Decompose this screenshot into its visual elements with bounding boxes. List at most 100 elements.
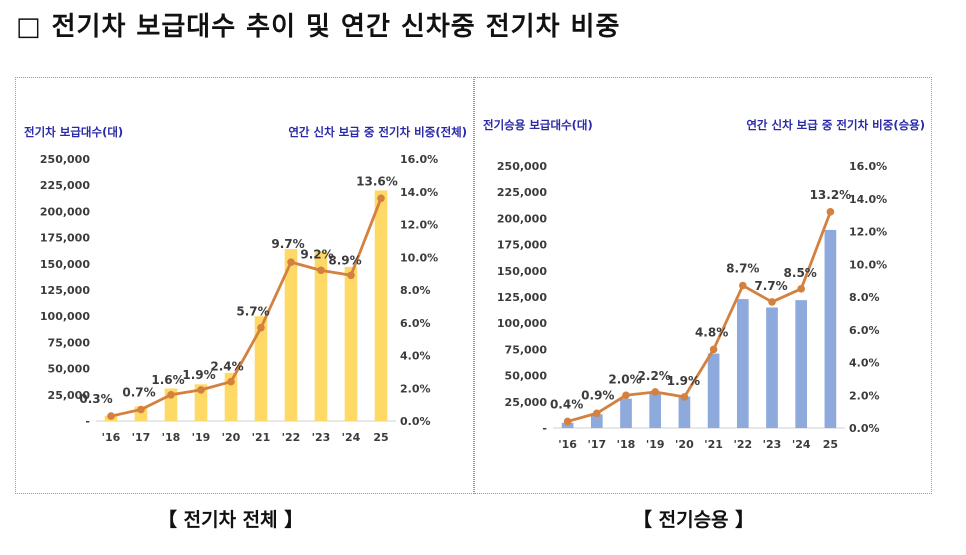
total-share-label: 13.6% <box>356 174 398 188</box>
passenger-bar <box>766 307 778 428</box>
passenger-right-tick: 6.0% <box>849 324 880 337</box>
passenger-left-tick: 100,000 <box>497 317 547 330</box>
total-x-tick: 25 <box>373 431 388 444</box>
passenger-x-tick: '16 <box>558 438 577 451</box>
total-left-tick: 100,000 <box>40 310 90 323</box>
passenger-bar <box>707 353 720 428</box>
total-share-label: 1.6% <box>151 373 184 387</box>
passenger-x-tick: '18 <box>617 438 636 451</box>
total-bar <box>194 384 208 421</box>
total-bar <box>254 316 268 421</box>
page-title: □ 전기차 보급대수 추이 및 연간 신차중 전기차 비중 <box>16 12 621 42</box>
passenger-right-tick: 16.0% <box>849 160 887 173</box>
total-right-tick: 12.0% <box>400 219 438 232</box>
total-share-point <box>257 323 265 332</box>
passenger-x-tick: '20 <box>675 438 694 451</box>
total-share-label: 5.7% <box>236 305 269 319</box>
chart-panel-total: 전기차 보급대수(대) 연간 신차 보급 중 전기차 비중(전체) - 25,000 5… <box>15 77 474 494</box>
total-x-tick: '24 <box>342 431 361 444</box>
passenger-left-tick: - <box>542 422 547 435</box>
total-share-line <box>110 197 383 418</box>
total-x-tick: '21 <box>252 431 271 444</box>
total-left-tick: 175,000 <box>40 232 90 245</box>
total-right-tick: 8.0% <box>400 284 431 297</box>
passenger-left-tick: 75,000 <box>505 343 548 356</box>
passenger-left-tick: 150,000 <box>497 265 547 278</box>
total-x-tick: '20 <box>222 431 241 444</box>
total-share-label: 1.9% <box>182 368 215 382</box>
chart-panel-passenger: 전기승용 보급대수(대) 연간 신차 보급 중 전기차 비중(승용) - 25,000… <box>474 77 932 494</box>
passenger-bar <box>561 422 574 428</box>
total-share-point <box>317 266 325 275</box>
passenger-share-label: 0.4% <box>550 397 583 411</box>
total-right-tick: 10.0% <box>400 251 438 264</box>
total-share-point <box>167 391 175 399</box>
total-right-tick: 0.0% <box>400 415 431 428</box>
passenger-right-tick: 4.0% <box>849 357 880 370</box>
passenger-bar <box>590 414 603 428</box>
passenger-bar <box>824 229 837 428</box>
passenger-x-tick: '22 <box>733 438 752 451</box>
total-left-tick: 25,000 <box>48 389 91 402</box>
total-bar <box>374 190 388 421</box>
passenger-x-tick: '17 <box>587 438 606 451</box>
passenger-share-label: 4.8% <box>695 325 728 339</box>
passenger-x-tick: '23 <box>763 438 782 451</box>
total-right-tick: 6.0% <box>400 317 431 330</box>
passenger-left-tick: 225,000 <box>497 186 547 199</box>
total-left-tick: 50,000 <box>48 363 91 376</box>
total-share-label: 0.3% <box>79 392 112 406</box>
caption-passenger: 【 전기승용 】 <box>633 509 755 531</box>
total-left-tick: 250,000 <box>40 153 90 166</box>
total-left-axis-title: 전기차 보급대수(대) <box>24 125 123 139</box>
total-right-tick: 2.0% <box>400 382 431 395</box>
passenger-bar <box>736 299 749 428</box>
total-share-point <box>377 194 385 203</box>
total-left-tick: - <box>85 415 90 428</box>
total-right-tick: 16.0% <box>400 153 438 166</box>
total-right-tick: 4.0% <box>400 350 431 363</box>
passenger-share-point <box>797 285 805 293</box>
passenger-share-label: 13.2% <box>810 188 852 202</box>
total-left-tick: 150,000 <box>40 258 90 271</box>
passenger-left-tick: 125,000 <box>497 291 547 304</box>
total-share-label: 0.7% <box>122 386 155 400</box>
total-left-tick: 75,000 <box>48 336 91 349</box>
passenger-x-tick: '24 <box>792 438 811 451</box>
passenger-share-label: 1.9% <box>667 374 700 388</box>
passenger-share-point <box>739 281 747 290</box>
passenger-left-tick: 25,000 <box>505 396 548 409</box>
total-bar <box>284 249 298 421</box>
passenger-left-tick: 50,000 <box>505 370 548 383</box>
passenger-right-tick: 12.0% <box>849 226 887 239</box>
passenger-share-point <box>680 393 689 401</box>
passenger-bar <box>649 393 662 428</box>
caption-total: 【 전기차 전체 】 <box>158 509 304 531</box>
passenger-share-point <box>709 345 718 354</box>
total-share-point <box>137 405 145 414</box>
passenger-left-tick: 175,000 <box>497 239 547 252</box>
total-share-label: 9.2% <box>300 247 333 261</box>
passenger-share-point <box>651 388 659 396</box>
total-bar <box>314 251 328 421</box>
passenger-share-point <box>593 409 601 418</box>
total-x-tick: '16 <box>102 431 121 444</box>
total-x-tick: '17 <box>132 431 151 444</box>
total-x-tick: '22 <box>282 431 301 444</box>
passenger-left-tick: 200,000 <box>497 212 547 225</box>
passenger-x-tick: 25 <box>823 438 838 451</box>
total-right-tick: 14.0% <box>400 186 438 199</box>
total-share-label: 9.7% <box>271 237 304 251</box>
passenger-bar <box>795 300 808 428</box>
total-left-tick: 200,000 <box>40 205 90 218</box>
passenger-share-point <box>768 298 776 306</box>
chart-total-svg: 전기차 보급대수(대) 연간 신차 보급 중 전기차 비중(전체) - 25,000 5… <box>24 125 467 444</box>
passenger-x-tick: '21 <box>704 438 723 451</box>
total-bar <box>344 266 358 421</box>
total-left-tick: 125,000 <box>40 284 90 297</box>
passenger-share-label: 8.5% <box>784 266 817 280</box>
passenger-right-tick: 10.0% <box>849 258 887 271</box>
total-share-label: 2.4% <box>210 360 243 374</box>
passenger-x-tick: '19 <box>646 438 665 451</box>
total-x-tick: '18 <box>162 431 181 444</box>
